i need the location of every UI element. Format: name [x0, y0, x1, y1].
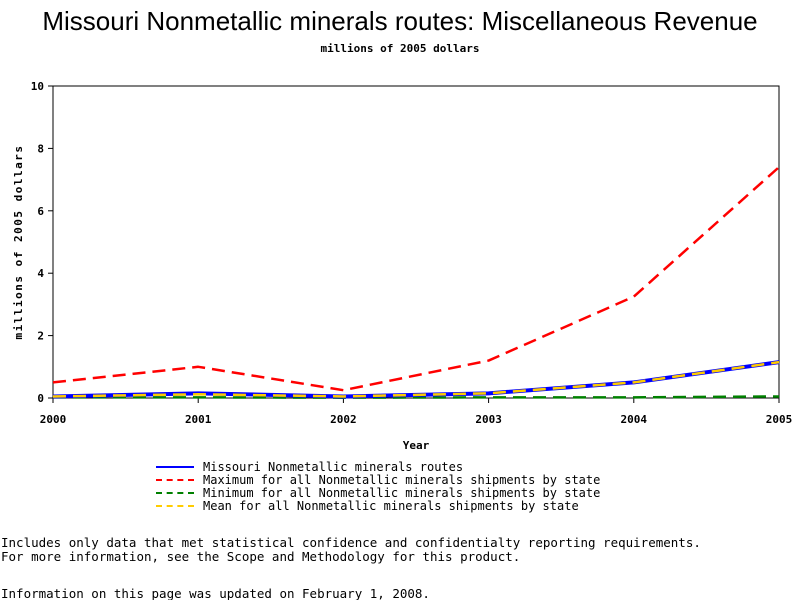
y-tick-label: 0	[37, 392, 44, 405]
footnote-confidence: Includes only data that met statistical …	[1, 535, 701, 550]
plot-area: 0 2 4 6 8 10 2000 2001 2002 2003 2004 2005 Year milli…	[12, 80, 792, 452]
legend-swatch-mean	[156, 505, 194, 507]
x-tick-label: 2003	[475, 413, 502, 426]
legend-swatch-missouri	[156, 466, 194, 468]
chart-subtitle: millions of 2005 dollars	[320, 42, 480, 55]
updated-note: Information on this page was updated on …	[1, 586, 430, 600]
series-line-missouri	[52, 360, 780, 399]
legend-label-maximum: Maximum for all Nonmetallic minerals shi…	[203, 473, 601, 487]
footnotes: Includes only data that met statistical …	[1, 536, 701, 564]
legend-label-mean: Mean for all Nonmetallic minerals shipme…	[203, 499, 579, 513]
y-tick-label: 4	[37, 267, 44, 280]
plot-frame	[52, 85, 780, 399]
series-line-minimum	[53, 395, 780, 399]
legend-label-minimum: Minimum for all Nonmetallic minerals shi…	[203, 486, 601, 500]
line-chart: 0 2 4 6 8 10 2000 2001 2002 2003 2004 2005 Year milli…	[12, 80, 792, 452]
y-tick-label: 6	[37, 205, 44, 218]
y-axis-label: millions of 2005 dollars	[12, 145, 25, 340]
x-tick-label: 2000	[40, 413, 67, 426]
x-tick-label: 2002	[330, 413, 357, 426]
chart-title: Missouri Nonmetallic minerals routes: Mi…	[42, 6, 758, 36]
y-tick-label: 8	[37, 142, 44, 155]
y-tick-label: 10	[31, 80, 44, 93]
footnote-methodology: For more information, see the Scope and …	[1, 549, 521, 564]
x-tick-label: 2001	[185, 413, 212, 426]
legend-label-missouri: Missouri Nonmetallic minerals routes	[203, 460, 464, 474]
legend-swatch-maximum	[156, 479, 194, 481]
series-line-maximum	[52, 166, 780, 392]
legend-swatch-minimum	[156, 492, 194, 494]
series-line-mean	[52, 360, 780, 398]
y-tick-label: 2	[37, 330, 44, 343]
x-axis-label: Year	[403, 439, 430, 452]
x-tick-label: 2004	[621, 413, 648, 426]
x-tick-label: 2005	[766, 413, 793, 426]
